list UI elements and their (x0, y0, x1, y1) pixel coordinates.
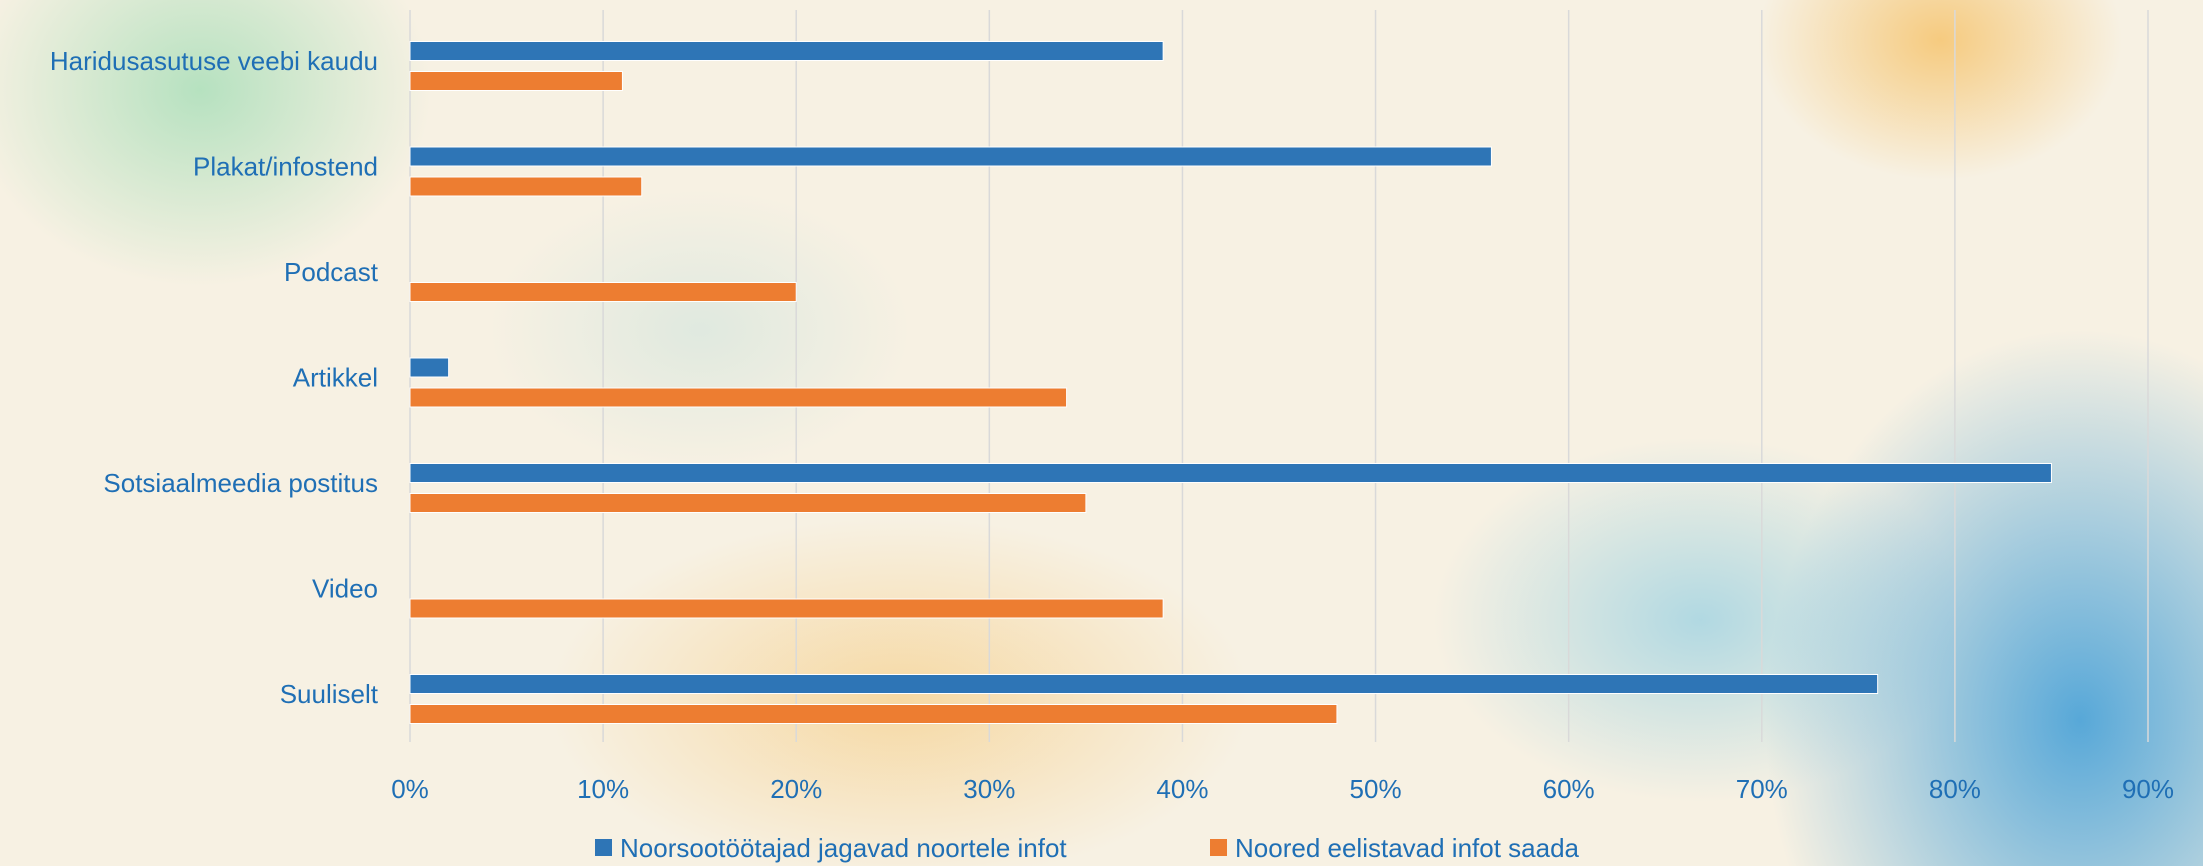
legend-swatch (595, 839, 612, 856)
category-label: Haridusasutuse veebi kaudu (50, 46, 378, 76)
x-tick-label: 50% (1350, 774, 1402, 804)
bar-workers (409, 41, 1164, 61)
x-tick-label: 0% (391, 774, 429, 804)
x-tick-label: 90% (2122, 774, 2174, 804)
bar-youth (409, 282, 797, 302)
bar-workers (409, 463, 2052, 483)
bar-youth (409, 71, 623, 91)
bar-youth (409, 598, 1164, 619)
bars (409, 41, 2052, 724)
bar-youth (409, 176, 643, 197)
legend-label: Noorsootöötajad jagavad noortele infot (620, 833, 1067, 863)
category-label: Video (312, 574, 378, 604)
bar-workers (409, 357, 450, 378)
bar-workers (409, 146, 1492, 167)
x-tick-label: 70% (1736, 774, 1788, 804)
bar-youth (409, 704, 1338, 724)
legend: Noorsootöötajad jagavad noortele infot No… (595, 833, 1580, 863)
x-tick-label: 20% (770, 774, 822, 804)
category-labels: Haridusasutuse veebi kaudu Plakat/infoste… (50, 46, 379, 709)
legend-swatch (1210, 839, 1227, 856)
legend-label: Noored eelistavad infot saada (1235, 833, 1580, 863)
category-label: Podcast (284, 257, 379, 287)
category-label: Suuliselt (280, 679, 379, 709)
x-tick-label: 80% (1929, 774, 1981, 804)
bar-workers (409, 674, 1879, 694)
bar-youth (409, 493, 1087, 513)
x-tick-label: 10% (577, 774, 629, 804)
x-tick-label: 40% (1156, 774, 1208, 804)
gridlines (409, 10, 2149, 742)
bar-youth (409, 387, 1068, 408)
category-label: Plakat/infostend (193, 152, 378, 182)
x-tick-label: 60% (1543, 774, 1595, 804)
x-tick-label: 30% (963, 774, 1015, 804)
category-label: Sotsiaalmeedia postitus (103, 468, 378, 498)
x-tick-labels: 0% 10% 20% 30% 40% 50% 60% 70% 80% 90% (391, 774, 2174, 804)
category-label: Artikkel (293, 363, 378, 393)
